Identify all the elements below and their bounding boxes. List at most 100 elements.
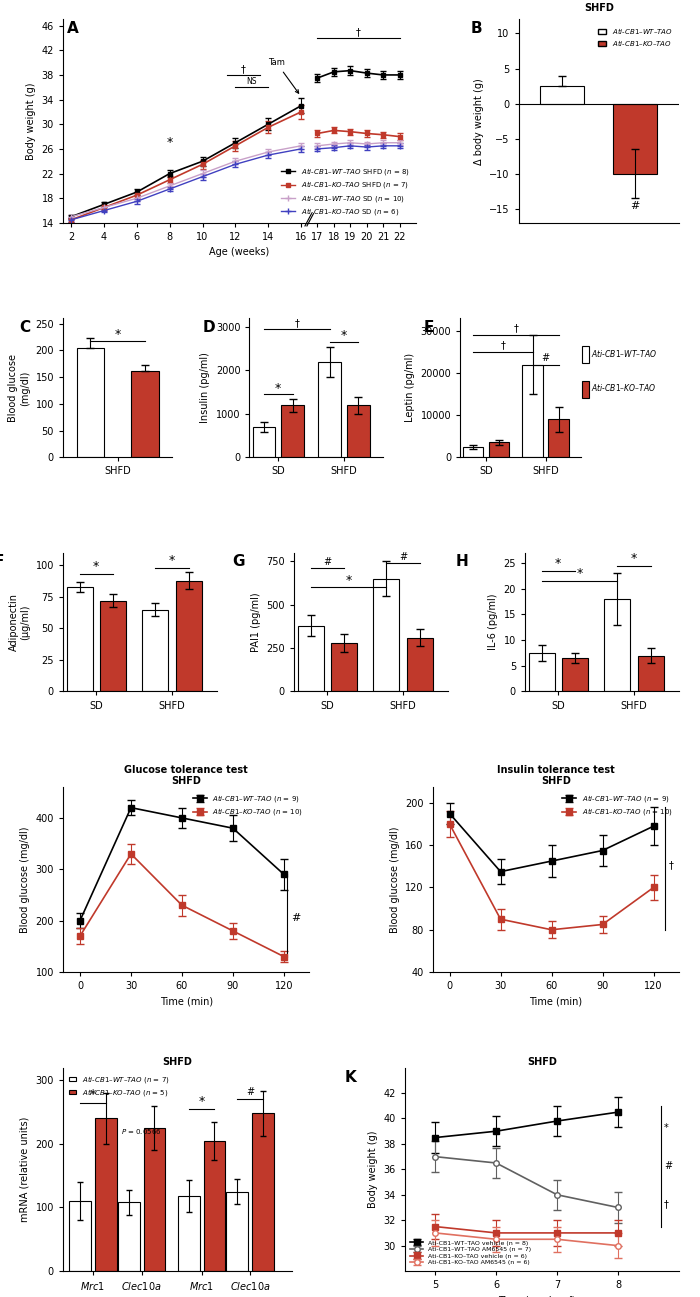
Bar [95, 1118, 117, 1271]
Text: *: * [341, 329, 347, 342]
Legend: $Ati$-$CB1$–$WT$–$TAO$ ($n$ = 9), $Ati$-$CB1$–$KO$–$TAO$ ($n$ = 10): $Ati$-$CB1$–$WT$–$TAO$ ($n$ = 9), $Ati$-… [190, 791, 306, 820]
Bar [489, 442, 510, 457]
Text: E: E [424, 320, 434, 335]
Bar [638, 655, 664, 691]
Legend: Ati-CB1–WT–TAO vehicle (n = 8), Ati-CB1–WT–TAO AM6545 (n = 7), Ati-CB1–KO–TAO ve: Ati-CB1–WT–TAO vehicle (n = 8), Ati-CB1–… [408, 1237, 533, 1268]
Text: F: F [0, 554, 4, 569]
Text: #: # [399, 551, 407, 562]
Bar [142, 610, 169, 691]
Bar [613, 104, 657, 174]
Title: Glucose tolerance test
SHFD: Glucose tolerance test SHFD [125, 765, 248, 786]
Bar [99, 601, 126, 691]
Bar [330, 643, 357, 691]
Text: *: * [167, 136, 173, 149]
Text: †: † [664, 1200, 668, 1210]
Text: #: # [542, 353, 550, 363]
Title: SHFD: SHFD [584, 3, 614, 13]
Text: *: * [198, 1095, 204, 1108]
Text: *: * [275, 383, 281, 396]
X-axis label: Age (weeks): Age (weeks) [209, 248, 270, 258]
Bar [582, 381, 589, 398]
Bar [281, 405, 304, 457]
Text: G: G [232, 554, 245, 569]
Text: *: * [93, 560, 99, 573]
Text: †: † [241, 64, 246, 74]
Text: D: D [202, 320, 215, 335]
Text: *: * [90, 1088, 96, 1101]
Text: NS: NS [246, 78, 257, 86]
Bar [347, 405, 370, 457]
Text: #: # [631, 201, 640, 211]
Y-axis label: IL-6 (pg/ml): IL-6 (pg/ml) [488, 594, 498, 650]
Title: Insulin tolerance test
SHFD: Insulin tolerance test SHFD [497, 765, 615, 786]
Text: H: H [456, 554, 468, 569]
X-axis label: Time (min): Time (min) [529, 996, 582, 1006]
Bar [407, 638, 433, 691]
Text: A: A [66, 22, 78, 36]
Text: †: † [294, 318, 299, 328]
Text: $Ati$-$CB1$–$KO$–$TAO$: $Ati$-$CB1$–$KO$–$TAO$ [591, 383, 656, 393]
Bar [178, 1196, 200, 1271]
Text: *: * [664, 1123, 668, 1134]
Bar [604, 599, 631, 691]
Legend: $Ati$-$CB1$–$WT$–$TAO$ ($n$ = 7), $Ati$-$CB1$–$KO$–$TAO$ ($n$ = 5): $Ati$-$CB1$–$WT$–$TAO$ ($n$ = 7), $Ati$-… [66, 1071, 172, 1101]
X-axis label: Time (min): Time (min) [160, 996, 213, 1006]
Text: #: # [664, 1161, 672, 1171]
Bar [561, 658, 588, 691]
Y-axis label: Blood glucose
(mg/dl): Blood glucose (mg/dl) [8, 354, 30, 422]
Bar [132, 371, 159, 457]
Bar [540, 86, 584, 104]
Text: B: B [470, 22, 482, 36]
Bar [306, 19, 312, 223]
Bar [69, 1201, 91, 1271]
X-axis label: Time (weeks after
Tam treatment): Time (weeks after Tam treatment) [498, 1296, 586, 1297]
Bar [253, 427, 275, 457]
Text: *: * [576, 568, 582, 581]
Text: *: * [115, 328, 121, 341]
Bar [252, 1113, 274, 1271]
Y-axis label: Δ body weight (g): Δ body weight (g) [473, 78, 484, 165]
Bar [144, 1128, 165, 1271]
Bar [77, 348, 104, 457]
Text: #: # [290, 913, 300, 922]
Bar [373, 578, 400, 691]
Bar [66, 586, 92, 691]
Text: †: † [668, 860, 673, 870]
Legend: $Ati$-$CB1$–$WT$–$TAO$, $Ati$-$CB1$–$KO$–$TAO$: $Ati$-$CB1$–$WT$–$TAO$, $Ati$-$CB1$–$KO$… [595, 23, 676, 51]
Text: C: C [19, 320, 30, 335]
Text: †: † [356, 27, 361, 36]
Y-axis label: Body weight (g): Body weight (g) [26, 83, 36, 160]
Text: *: * [555, 558, 561, 571]
Y-axis label: Blood glucose (mg/dl): Blood glucose (mg/dl) [389, 826, 400, 933]
Bar [548, 419, 569, 457]
Y-axis label: Insulin (pg/ml): Insulin (pg/ml) [200, 353, 210, 423]
Bar [226, 1192, 248, 1271]
Text: †: † [500, 340, 505, 350]
Y-axis label: mRNA (relative units): mRNA (relative units) [20, 1117, 30, 1222]
Text: K: K [344, 1070, 356, 1084]
Bar [318, 362, 341, 457]
Text: *: * [631, 553, 637, 565]
Text: $P$ = 0.0566: $P$ = 0.0566 [121, 1127, 162, 1136]
Bar [204, 1141, 225, 1271]
Title: SHFD: SHFD [162, 1057, 192, 1067]
Legend: $Ati$-$CB1$–$WT$–$TAO$ ($n$ = 9), $Ati$-$CB1$–$KO$–$TAO$ ($n$ = 10): $Ati$-$CB1$–$WT$–$TAO$ ($n$ = 9), $Ati$-… [559, 791, 676, 820]
Text: $Ati$-$CB1$–$WT$–$TAO$: $Ati$-$CB1$–$WT$–$TAO$ [591, 348, 657, 359]
Title: SHFD: SHFD [527, 1057, 556, 1067]
Y-axis label: Leptin (pg/ml): Leptin (pg/ml) [405, 353, 415, 423]
Bar [528, 652, 554, 691]
Text: Tam: Tam [268, 58, 299, 93]
Y-axis label: PAI1 (pg/ml): PAI1 (pg/ml) [251, 593, 261, 652]
Y-axis label: Adiponectin
(µg/ml): Adiponectin (µg/ml) [8, 593, 30, 651]
Y-axis label: Body weight (g): Body weight (g) [368, 1131, 378, 1208]
Text: *: * [345, 575, 351, 588]
Text: †: † [513, 323, 518, 333]
Bar [522, 364, 543, 457]
Bar [582, 346, 589, 363]
Text: #: # [323, 556, 331, 567]
Bar [176, 581, 202, 691]
Text: #: # [246, 1087, 254, 1097]
Bar [463, 446, 484, 457]
Bar [118, 1202, 139, 1271]
Y-axis label: Blood glucose (mg/dl): Blood glucose (mg/dl) [20, 826, 30, 933]
